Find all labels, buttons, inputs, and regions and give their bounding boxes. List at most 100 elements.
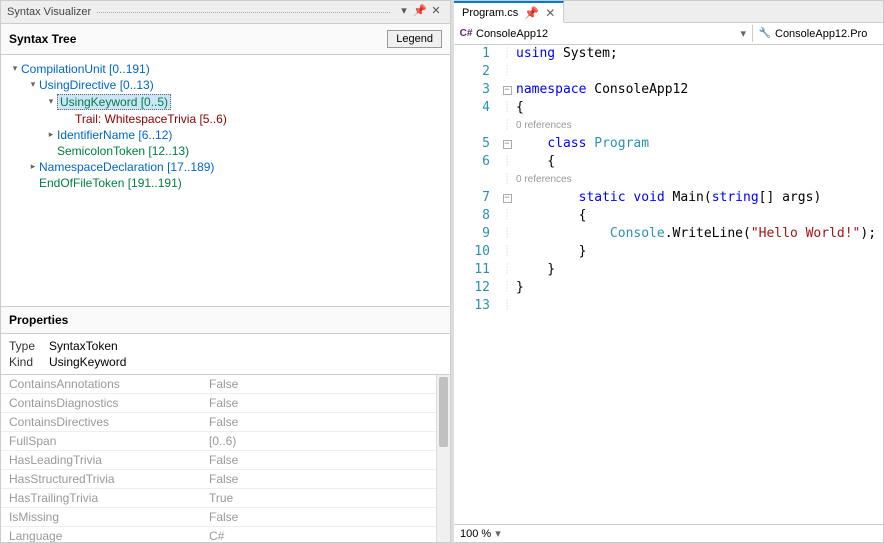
code-line[interactable]: Console.WriteLine("Hello World!");	[516, 225, 883, 243]
dropdown-icon[interactable]: ▾	[396, 4, 412, 20]
property-value: [0..6)	[201, 432, 450, 450]
property-value: False	[201, 470, 450, 488]
code-line[interactable]: }	[516, 261, 883, 279]
property-name: HasStructuredTrivia	[1, 470, 201, 488]
properties-summary: TypeSyntaxTokenKindUsingKeyword	[1, 334, 450, 375]
zoom-bar: 100 % ▾	[454, 524, 883, 542]
property-value: C#	[201, 527, 450, 542]
close-icon[interactable]: ✕	[428, 4, 444, 20]
tree-node-label[interactable]: CompilationUnit [0..191)	[21, 62, 150, 76]
property-row[interactable]: FullSpan[0..6)	[1, 432, 450, 451]
prop-summary-row: KindUsingKeyword	[9, 354, 442, 370]
line-number: 10	[454, 243, 490, 261]
code-line[interactable]: namespace ConsoleApp12	[516, 81, 883, 99]
tree-node-label[interactable]: UsingKeyword [0..5)	[57, 94, 171, 110]
context-project[interactable]: C# ConsoleApp12 ▾	[454, 25, 753, 42]
property-row[interactable]: HasStructuredTriviaFalse	[1, 470, 450, 489]
tree-node[interactable]: ▾UsingDirective [0..13)	[5, 77, 446, 93]
syntax-tree[interactable]: ▾CompilationUnit [0..191)▾UsingDirective…	[1, 55, 450, 307]
tab-close-icon[interactable]: ✕	[545, 6, 555, 20]
context-scope[interactable]: 🔧 ConsoleApp12.Pro	[753, 26, 883, 42]
tree-node-label[interactable]: IdentifierName [6..12)	[57, 128, 172, 142]
code-line[interactable]: static void Main(string[] args)	[516, 189, 883, 207]
context-bar: C# ConsoleApp12 ▾ 🔧 ConsoleApp12.Pro	[454, 23, 883, 45]
property-name: ContainsDirectives	[1, 413, 201, 431]
line-number-gutter: 12345678910111213	[454, 45, 498, 524]
code-line[interactable]: }	[516, 279, 883, 297]
code-line[interactable]: {	[516, 207, 883, 225]
properties-panel: TypeSyntaxTokenKindUsingKeyword Contains…	[1, 334, 450, 542]
code-content[interactable]: using System;namespace ConsoleApp12{ 0 r…	[516, 45, 883, 524]
pin-icon[interactable]: 📌	[524, 6, 539, 20]
fold-gutter[interactable]: ┊┊−┊┊−┊┊−┊┊┊┊┊┊	[498, 45, 516, 524]
scrollbar[interactable]	[436, 375, 450, 542]
code-line[interactable]: using System;	[516, 45, 883, 63]
tree-node-label[interactable]: SemicolonToken [12..13)	[57, 144, 189, 158]
line-number: 2	[454, 63, 490, 81]
code-line[interactable]	[516, 63, 883, 81]
property-name: Language	[1, 527, 201, 542]
line-number: 11	[454, 261, 490, 279]
tree-toggle-icon[interactable]: ▾	[27, 79, 39, 91]
syntax-tree-header: Syntax Tree Legend	[1, 24, 450, 55]
tree-node-label[interactable]: Trail: WhitespaceTrivia [5..6)	[75, 112, 227, 126]
chevron-down-icon: ▾	[740, 27, 746, 40]
scrollbar-thumb[interactable]	[439, 377, 448, 447]
tree-node-label[interactable]: NamespaceDeclaration [17..189)	[39, 160, 214, 174]
property-row[interactable]: HasLeadingTriviaFalse	[1, 451, 450, 470]
pin-icon[interactable]: 📌	[412, 4, 428, 20]
tree-node[interactable]: ▸IdentifierName [6..12)	[5, 127, 446, 143]
code-line[interactable]: {	[516, 99, 883, 117]
prop-label: Type	[9, 339, 49, 353]
tree-toggle-icon[interactable]: ▾	[45, 96, 57, 108]
properties-grid[interactable]: ContainsAnnotationsFalseContainsDiagnost…	[1, 375, 450, 542]
property-row[interactable]: LanguageC#	[1, 527, 450, 542]
code-line[interactable]: {	[516, 153, 883, 171]
line-number: 6	[454, 153, 490, 171]
codelens[interactable]: 0 references	[516, 117, 883, 135]
tree-node-label[interactable]: EndOfFileToken [191..191)	[39, 176, 182, 190]
tree-node[interactable]: ▸EndOfFileToken [191..191)	[5, 175, 446, 191]
fold-box-icon[interactable]: −	[503, 86, 512, 95]
fold-box-icon[interactable]: −	[503, 194, 512, 203]
tree-node[interactable]: ▸NamespaceDeclaration [17..189)	[5, 159, 446, 175]
property-row[interactable]: ContainsDirectivesFalse	[1, 413, 450, 432]
fold-box-icon[interactable]: −	[503, 140, 512, 149]
code-line[interactable]: }	[516, 243, 883, 261]
panel-title-grip[interactable]	[97, 12, 390, 13]
tree-toggle-icon[interactable]: ▾	[9, 63, 21, 75]
properties-header: Properties	[1, 307, 450, 334]
tree-node[interactable]: ▸SemicolonToken [12..13)	[5, 143, 446, 159]
tree-node[interactable]: ▸Trail: WhitespaceTrivia [5..6)	[5, 111, 446, 127]
property-value: False	[201, 508, 450, 526]
tree-toggle-icon[interactable]: ▸	[45, 129, 57, 141]
tree-node[interactable]: ▾CompilationUnit [0..191)	[5, 61, 446, 77]
tab-program-cs[interactable]: Program.cs 📌 ✕	[454, 1, 564, 23]
property-value: False	[201, 451, 450, 469]
line-number: 5	[454, 135, 490, 153]
tree-node-label[interactable]: UsingDirective [0..13)	[39, 78, 154, 92]
property-row[interactable]: ContainsDiagnosticsFalse	[1, 394, 450, 413]
property-row[interactable]: ContainsAnnotationsFalse	[1, 375, 450, 394]
code-line[interactable]: class Program	[516, 135, 883, 153]
line-number: 8	[454, 207, 490, 225]
code-editor[interactable]: 12345678910111213 ┊┊−┊┊−┊┊−┊┊┊┊┊┊ using …	[454, 45, 883, 524]
property-row[interactable]: IsMissingFalse	[1, 508, 450, 527]
zoom-value: 100 %	[460, 528, 491, 540]
legend-button[interactable]: Legend	[387, 30, 442, 48]
property-value: True	[201, 489, 450, 507]
prop-value: UsingKeyword	[49, 355, 126, 369]
fold-toggle[interactable]: −	[498, 81, 516, 99]
codelens[interactable]: 0 references	[516, 171, 883, 189]
fold-toggle: ┊	[498, 279, 516, 297]
chevron-down-icon[interactable]: ▾	[495, 527, 501, 540]
panel-titlebar: Syntax Visualizer ▾ 📌 ✕	[1, 1, 450, 24]
tree-node[interactable]: ▾UsingKeyword [0..5)	[5, 93, 446, 111]
fold-toggle[interactable]: −	[498, 189, 516, 207]
panel-title-text: Syntax Visualizer	[7, 6, 91, 18]
fold-toggle: ┊	[498, 207, 516, 225]
tree-toggle-icon[interactable]: ▸	[27, 161, 39, 173]
code-line[interactable]	[516, 297, 883, 315]
fold-toggle[interactable]: −	[498, 135, 516, 153]
property-row[interactable]: HasTrailingTriviaTrue	[1, 489, 450, 508]
